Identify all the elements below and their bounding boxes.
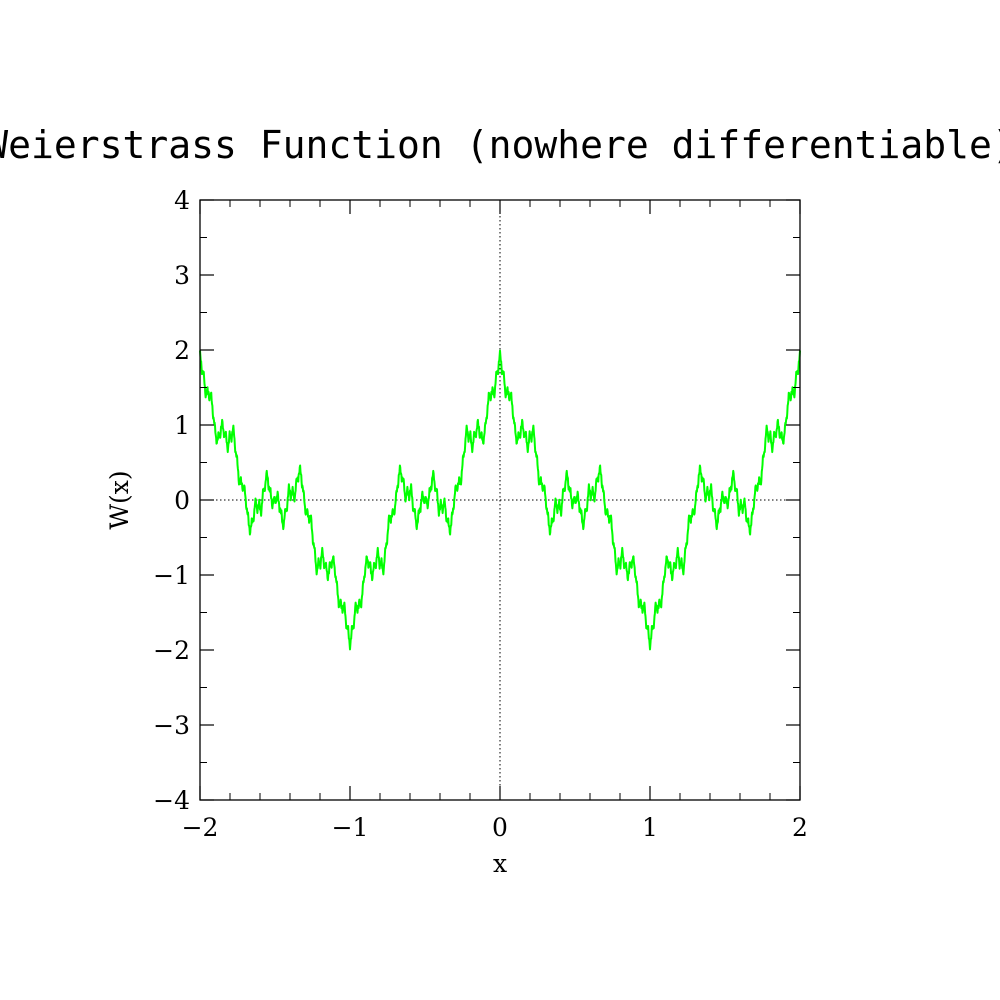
series-layer <box>199 349 801 651</box>
y-tick-label: −3 <box>153 711 190 740</box>
y-tick-label: 0 <box>174 486 190 515</box>
y-axis: −4 −3 −2 −1 0 1 2 3 4 <box>153 186 800 815</box>
zero-lines <box>200 200 800 800</box>
y-tick-label: −4 <box>153 786 190 815</box>
x-axis: −2 −1 0 1 2 <box>182 200 808 842</box>
y-tick-label: 2 <box>174 336 190 365</box>
x-tick-label: 0 <box>492 813 508 842</box>
y-axis-label: W(x) <box>105 470 134 529</box>
series-line-0 <box>199 349 801 651</box>
chart-title: Weierstrass Function (nowhere differenti… <box>0 123 1000 167</box>
y-tick-label: 4 <box>174 186 190 215</box>
y-tick-label: −1 <box>153 561 190 590</box>
x-tick-label: −1 <box>332 813 369 842</box>
y-tick-label: −2 <box>153 636 190 665</box>
x-tick-label: −2 <box>182 813 219 842</box>
y-tick-label: 3 <box>174 261 190 290</box>
x-axis-label: x <box>493 849 507 878</box>
y-tick-label: 1 <box>174 411 190 440</box>
x-tick-label: 1 <box>642 813 658 842</box>
x-tick-label: 2 <box>792 813 808 842</box>
